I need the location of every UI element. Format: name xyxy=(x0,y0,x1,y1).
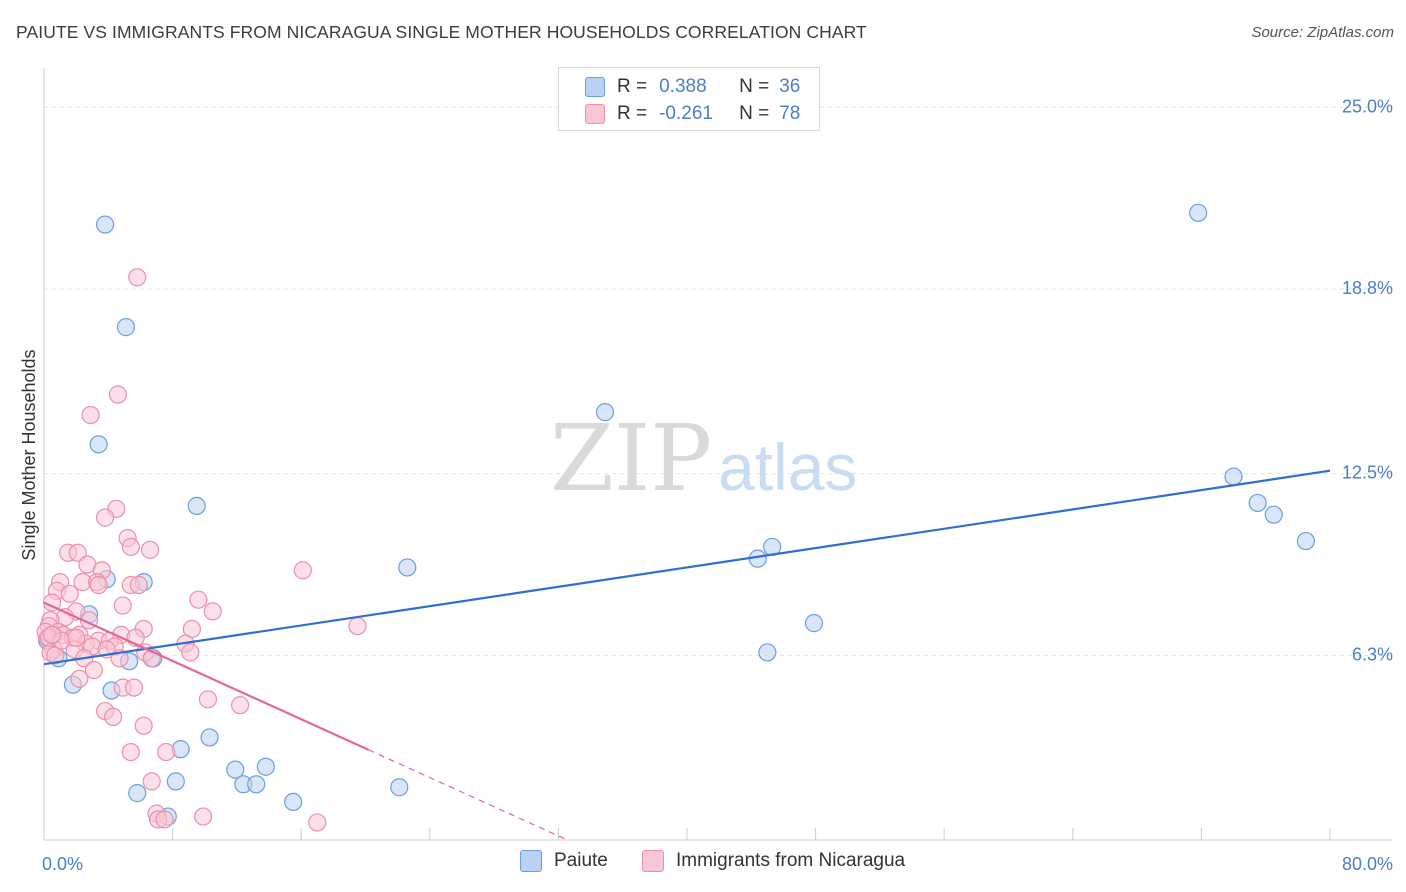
point-nicaragua xyxy=(134,716,153,735)
point-paiute xyxy=(200,728,219,747)
point-paiute xyxy=(398,558,417,577)
point-nicaragua xyxy=(68,543,87,562)
point-paiute xyxy=(1296,531,1315,551)
y-tick-label: 25.0% xyxy=(1342,96,1393,116)
chart-title: PAIUTE VS IMMIGRANTS FROM NICARAGUA SING… xyxy=(16,22,867,42)
y-tick-label: 18.8% xyxy=(1342,278,1393,298)
legend-r-label: R = xyxy=(617,103,648,124)
legend-r-value-nicaragua: -0.261 xyxy=(659,103,713,124)
trend-line-paiute xyxy=(43,469,1331,666)
watermark-atlas: atlas xyxy=(718,430,857,504)
point-paiute xyxy=(116,318,136,337)
point-nicaragua xyxy=(60,584,79,603)
point-nicaragua xyxy=(157,742,176,762)
legend-r-value-paiute: 0.388 xyxy=(659,76,707,97)
point-nicaragua xyxy=(348,616,367,636)
correlation-legend: R = 0.388 N = 36 R = -0.261 N = 78 xyxy=(558,67,820,131)
point-paiute xyxy=(390,778,409,797)
point-nicaragua xyxy=(108,385,128,404)
series-swatch-nicaragua xyxy=(642,850,664,872)
point-paiute xyxy=(187,496,206,515)
point-paiute xyxy=(247,775,266,794)
source-label: Source: ZipAtlas.com xyxy=(1251,24,1394,41)
watermark-zip: ZIP xyxy=(550,405,712,512)
point-paiute xyxy=(166,772,185,791)
point-nicaragua xyxy=(81,405,100,425)
point-paiute xyxy=(1248,493,1267,513)
point-nicaragua xyxy=(231,696,250,715)
point-paiute xyxy=(284,792,303,812)
point-paiute xyxy=(758,643,777,662)
point-nicaragua xyxy=(198,690,218,709)
trend-line-nicaragua xyxy=(43,601,370,751)
point-nicaragua xyxy=(95,508,115,527)
y-tick-label: 6.3% xyxy=(1352,644,1393,664)
series-label-paiute: Paiute xyxy=(554,850,608,871)
point-paiute xyxy=(95,215,115,234)
point-nicaragua xyxy=(42,593,62,612)
point-paiute xyxy=(1264,505,1283,524)
point-nicaragua xyxy=(84,660,103,680)
point-nicaragua xyxy=(142,772,161,791)
point-nicaragua xyxy=(203,602,222,621)
y-tick-label: 12.5% xyxy=(1342,463,1393,483)
point-nicaragua xyxy=(121,742,140,762)
data-points xyxy=(36,203,1315,832)
point-nicaragua xyxy=(70,669,89,688)
point-nicaragua xyxy=(42,625,62,644)
point-nicaragua xyxy=(129,575,148,595)
point-nicaragua xyxy=(181,643,200,662)
legend-n-value-paiute: 36 xyxy=(779,76,801,97)
y-axis-title: Single Mother Households xyxy=(19,349,39,560)
point-nicaragua xyxy=(155,810,174,829)
point-nicaragua xyxy=(128,268,147,287)
trend-lines xyxy=(43,469,1331,841)
legend-row-nicaragua: R = -0.261 N = 78 xyxy=(559,100,800,128)
axes xyxy=(43,68,1392,841)
point-nicaragua xyxy=(104,707,123,727)
legend-n-label: N = xyxy=(739,76,770,97)
trend-line-nicaragua-extension xyxy=(368,749,568,841)
x-tick-label: 80.0% xyxy=(1342,854,1393,874)
grid-lines xyxy=(44,106,1392,656)
point-nicaragua xyxy=(140,540,160,559)
point-nicaragua xyxy=(308,813,327,832)
point-paiute xyxy=(89,435,108,454)
point-nicaragua xyxy=(121,537,140,557)
series-legend-nicaragua: Immigrants from Nicaragua xyxy=(642,850,905,872)
x-tick-label: 0.0% xyxy=(42,854,83,874)
legend-r-label: R = xyxy=(617,76,648,97)
series-swatch-paiute xyxy=(520,850,542,872)
legend-swatch-paiute xyxy=(585,77,605,97)
point-paiute xyxy=(128,784,147,803)
point-nicaragua xyxy=(89,575,108,595)
point-nicaragua xyxy=(124,678,144,697)
series-legend-paiute: Paiute xyxy=(520,850,608,872)
point-paiute xyxy=(1189,203,1208,222)
point-nicaragua xyxy=(113,596,132,615)
point-paiute xyxy=(595,403,615,422)
point-nicaragua xyxy=(67,628,86,647)
point-paiute xyxy=(1224,467,1243,486)
point-paiute xyxy=(256,757,275,776)
point-paiute xyxy=(804,614,824,633)
legend-n-label: N = xyxy=(739,103,770,124)
tick-labels: 6.3% 12.5% 18.8% 25.0% 0.0% 80.0% xyxy=(42,96,1393,874)
legend-row-paiute: R = 0.388 N = 36 xyxy=(559,73,800,101)
watermark: ZIP atlas xyxy=(550,405,857,512)
legend-swatch-nicaragua xyxy=(585,104,605,124)
point-nicaragua xyxy=(189,590,208,609)
legend-n-value-nicaragua: 78 xyxy=(779,103,801,124)
point-paiute xyxy=(226,760,245,779)
point-nicaragua xyxy=(293,561,312,580)
series-label-nicaragua: Immigrants from Nicaragua xyxy=(676,850,906,871)
point-nicaragua xyxy=(194,807,213,826)
